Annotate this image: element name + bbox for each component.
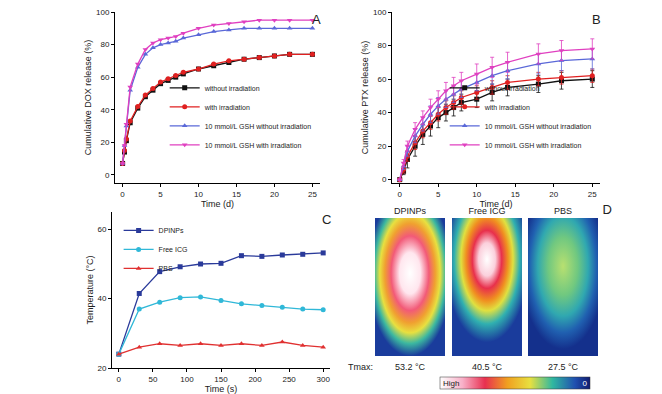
svg-text:Cumulative DOX release (%): Cumulative DOX release (%) — [83, 40, 93, 156]
svg-text:DPINPs: DPINPs — [159, 227, 184, 234]
svg-text:40: 40 — [100, 106, 109, 115]
svg-text:15: 15 — [511, 190, 520, 199]
svg-text:10: 10 — [194, 190, 203, 199]
svg-text:Free ICG: Free ICG — [468, 206, 505, 216]
svg-text:0: 0 — [397, 190, 402, 199]
svg-text:Time (s): Time (s) — [205, 384, 238, 394]
svg-text:0: 0 — [382, 175, 387, 184]
svg-text:40: 40 — [377, 108, 386, 117]
svg-text:PBS: PBS — [159, 265, 173, 272]
svg-text:80: 80 — [377, 41, 386, 50]
svg-text:without irradiation: without irradiation — [204, 85, 260, 92]
svg-text:0: 0 — [583, 379, 588, 388]
svg-text:Cumulative PTX release (%): Cumulative PTX release (%) — [360, 41, 370, 155]
svg-text:10 mmol/L GSH without irradiat: 10 mmol/L GSH without irradiation — [485, 123, 591, 130]
svg-text:40: 40 — [97, 294, 106, 303]
svg-text:100: 100 — [96, 8, 110, 17]
svg-text:without irradiation: without irradiation — [484, 85, 540, 92]
svg-text:100: 100 — [180, 375, 194, 384]
svg-text:15: 15 — [232, 190, 241, 199]
svg-text:25: 25 — [588, 190, 597, 199]
svg-text:Time (d): Time (d) — [201, 199, 234, 209]
svg-text:60: 60 — [377, 75, 386, 84]
svg-text:53.2 °C: 53.2 °C — [395, 362, 426, 372]
svg-text:60: 60 — [97, 225, 106, 234]
svg-text:150: 150 — [214, 375, 228, 384]
svg-text:10 mmol/L GSH with irradiation: 10 mmol/L GSH with irradiation — [485, 142, 582, 149]
svg-text:20: 20 — [549, 190, 558, 199]
svg-text:250: 250 — [282, 375, 296, 384]
svg-text:Free ICG: Free ICG — [159, 246, 188, 253]
svg-text:60: 60 — [100, 73, 109, 82]
svg-text:0: 0 — [105, 171, 110, 180]
svg-text:5: 5 — [436, 190, 441, 199]
svg-text:DPINPs: DPINPs — [394, 206, 427, 216]
svg-text:40.5 °C: 40.5 °C — [472, 362, 503, 372]
svg-text:20: 20 — [97, 364, 106, 373]
svg-text:50: 50 — [148, 375, 157, 384]
svg-text:Temperature (°C): Temperature (°C) — [85, 255, 95, 324]
svg-text:with irradiation: with irradiation — [484, 104, 530, 111]
svg-text:80: 80 — [100, 40, 109, 49]
svg-text:20: 20 — [377, 142, 386, 151]
svg-text:0: 0 — [120, 190, 125, 199]
svg-text:with irradiation: with irradiation — [204, 104, 250, 111]
svg-text:100: 100 — [373, 8, 387, 17]
svg-text:0: 0 — [117, 375, 122, 384]
svg-text:10 mmol/L GSH with irradiation: 10 mmol/L GSH with irradiation — [205, 142, 302, 149]
svg-text:A: A — [312, 12, 321, 27]
svg-text:5: 5 — [158, 190, 163, 199]
svg-text:High: High — [443, 379, 459, 388]
svg-text:Time (d): Time (d) — [479, 199, 512, 209]
svg-text:200: 200 — [248, 375, 262, 384]
svg-text:10: 10 — [472, 190, 481, 199]
svg-text:20: 20 — [270, 190, 279, 199]
svg-text:25: 25 — [308, 190, 317, 199]
svg-text:20: 20 — [100, 138, 109, 147]
svg-text:Tmax:: Tmax: — [348, 362, 373, 372]
svg-text:B: B — [592, 12, 601, 27]
svg-text:27.5 °C: 27.5 °C — [548, 362, 579, 372]
svg-text:10 mmol/L GSH without irradiat: 10 mmol/L GSH without irradiation — [205, 123, 311, 130]
svg-text:C: C — [322, 212, 331, 227]
svg-text:300: 300 — [317, 375, 331, 384]
svg-text:PBS: PBS — [554, 206, 572, 216]
svg-text:D: D — [603, 202, 612, 217]
